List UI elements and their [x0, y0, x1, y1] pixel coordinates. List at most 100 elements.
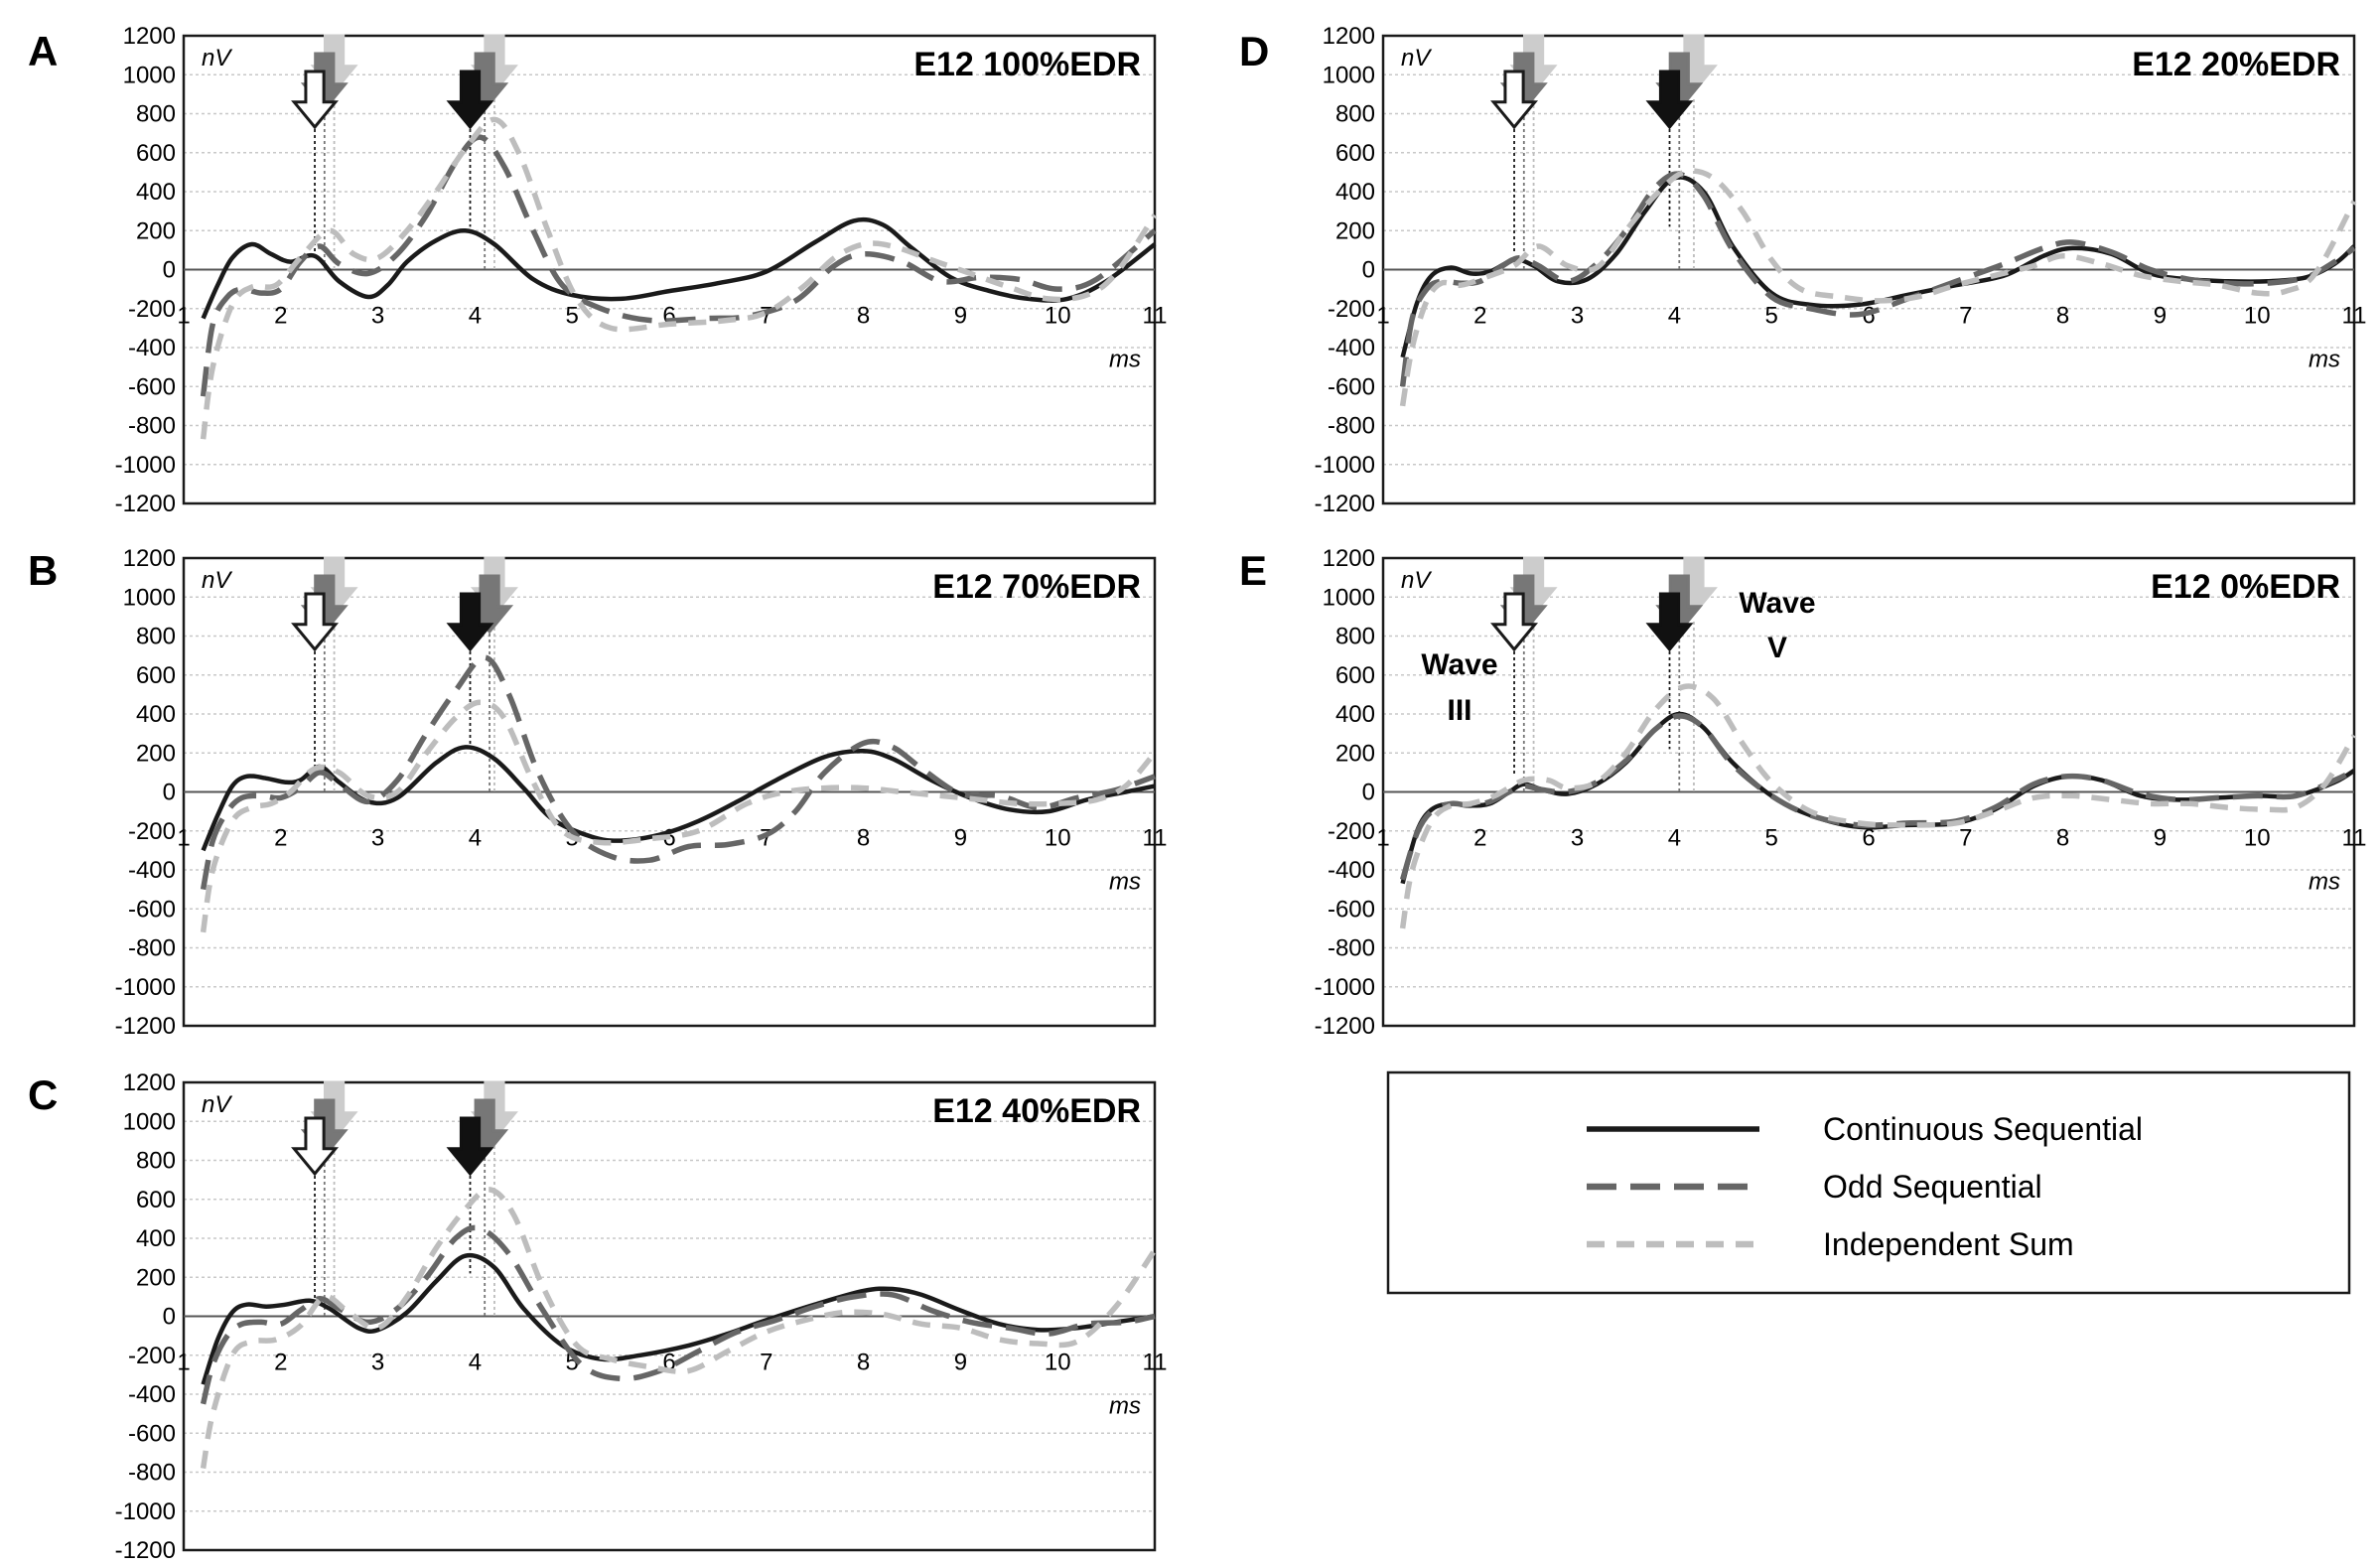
y-tick-label: -600	[128, 896, 176, 923]
x-tick-label: 2	[274, 825, 287, 852]
y-tick-label: -600	[128, 373, 176, 400]
y-tick-label: -200	[128, 296, 176, 323]
legend: Continuous Sequential Odd Sequential Indep…	[1386, 1070, 2351, 1295]
series-line-independent-sum	[1399, 683, 2357, 929]
x-tick-label: 11	[1143, 825, 1168, 852]
series-line-independent-sum	[200, 699, 1158, 933]
y-tick-label: 800	[136, 624, 176, 650]
x-tick-label: 3	[371, 825, 384, 852]
wave5-arrow-continuous	[1645, 592, 1694, 652]
x-tick-label: 3	[371, 303, 384, 330]
wave5-arrow-continuous	[446, 592, 494, 652]
series-line-odd-sequential	[200, 134, 1157, 397]
y-tick-label: 200	[136, 217, 176, 244]
y-tick-label: 0	[1362, 257, 1375, 284]
panel-letter: A	[28, 28, 58, 74]
y-tick-label: -1200	[115, 1013, 176, 1040]
legend-label: Independent Sum	[1823, 1226, 2074, 1262]
x-tick-label: 7	[1959, 825, 1972, 852]
x-tick-label: 11	[1143, 1350, 1168, 1376]
legend-label: Odd Sequential	[1823, 1169, 2042, 1205]
x-tick-label: 8	[857, 1350, 870, 1376]
wave3-arrow-continuous	[1490, 592, 1539, 652]
y-tick-label: 400	[136, 179, 176, 206]
x-tick-label: 1	[177, 1350, 190, 1376]
y-tick-label: 1200	[123, 1069, 176, 1096]
y-tick-label: 400	[136, 1225, 176, 1252]
series-line-odd-sequential	[200, 1224, 1156, 1405]
y-unit-label: nV	[1401, 45, 1432, 71]
x-tick-label: 10	[1045, 303, 1071, 330]
y-tick-label: 200	[136, 740, 176, 767]
y-tick-label: -400	[128, 1381, 176, 1408]
series-line-independent-sum	[200, 116, 1158, 440]
y-tick-label: 600	[1335, 140, 1375, 167]
x-tick-label: 2	[1473, 825, 1486, 852]
y-tick-label: -800	[128, 413, 176, 440]
x-tick-label: 3	[1571, 825, 1584, 852]
series-line-odd-sequential	[1399, 713, 2356, 881]
wave5-arrow-continuous	[1645, 70, 1694, 130]
y-tick-label: 1000	[123, 584, 176, 611]
y-tick-label: -200	[1328, 818, 1375, 845]
y-tick-label: -800	[128, 935, 176, 962]
panel-letter: E	[1239, 547, 1267, 594]
y-tick-label: 0	[163, 780, 176, 806]
y-tick-label: 800	[1335, 624, 1375, 650]
y-tick-label: -1200	[115, 491, 176, 517]
x-unit-label: ms	[1109, 347, 1141, 373]
panel-letter: D	[1239, 28, 1269, 74]
x-tick-label: 8	[2056, 825, 2069, 852]
y-tick-label: 1000	[1323, 62, 1375, 88]
x-tick-label: 10	[1045, 825, 1071, 852]
y-tick-label: 400	[1335, 179, 1375, 206]
y-tick-label: 600	[136, 662, 176, 689]
x-tick-label: 7	[760, 1350, 772, 1376]
y-tick-label: 0	[163, 257, 176, 284]
panel-c: 1200 1000 800 600 400 200 0 -200 -400 -600 -800 -10…	[28, 1069, 1167, 1564]
y-tick-label: -800	[1328, 935, 1375, 962]
y-unit-label: nV	[202, 567, 232, 594]
series-line-odd-sequential	[1399, 171, 2356, 387]
y-tick-label: 0	[163, 1304, 176, 1331]
x-unit-label: ms	[1109, 1393, 1141, 1420]
y-tick-label: 0	[1362, 780, 1375, 806]
y-tick-label: -200	[128, 1343, 176, 1369]
x-tick-label: 10	[1045, 1350, 1071, 1376]
x-tick-label: 5	[566, 303, 579, 330]
y-tick-label: -800	[1328, 413, 1375, 440]
y-tick-label: -1200	[115, 1537, 176, 1564]
y-tick-label: 400	[1335, 701, 1375, 728]
x-tick-label: 2	[274, 303, 287, 330]
x-tick-label: 1	[177, 825, 190, 852]
y-tick-label: -1000	[115, 1498, 176, 1525]
series-line-odd-sequential	[200, 654, 1156, 891]
y-tick-label: 400	[136, 701, 176, 728]
y-tick-label: 200	[1335, 740, 1375, 767]
y-tick-label: -400	[1328, 857, 1375, 884]
wave3-arrow-continuous	[291, 70, 340, 130]
x-tick-label: 3	[371, 1350, 384, 1376]
y-tick-label: 600	[1335, 662, 1375, 689]
x-tick-label: 9	[2154, 303, 2167, 330]
series-line-independent-sum	[1399, 168, 2357, 407]
wave3-arrow-continuous	[1490, 70, 1539, 130]
y-tick-label: -200	[128, 818, 176, 845]
y-tick-label: -1200	[1315, 491, 1375, 517]
panel-title: E12 100%EDR	[913, 46, 1141, 83]
x-tick-label: 4	[469, 1350, 482, 1376]
x-tick-label: 8	[857, 825, 870, 852]
x-unit-label: ms	[2309, 869, 2340, 896]
x-tick-label: 9	[2154, 825, 2167, 852]
x-tick-label: 4	[469, 303, 482, 330]
y-tick-label: -1000	[115, 452, 176, 479]
y-tick-label: -600	[1328, 896, 1375, 923]
x-tick-label: 4	[1668, 825, 1681, 852]
x-tick-label: 10	[2244, 303, 2271, 330]
y-tick-label: 600	[136, 1187, 176, 1213]
x-unit-label: ms	[1109, 869, 1141, 896]
y-tick-label: 800	[136, 1148, 176, 1175]
y-tick-label: -200	[1328, 296, 1375, 323]
x-tick-label: 11	[1143, 303, 1168, 330]
